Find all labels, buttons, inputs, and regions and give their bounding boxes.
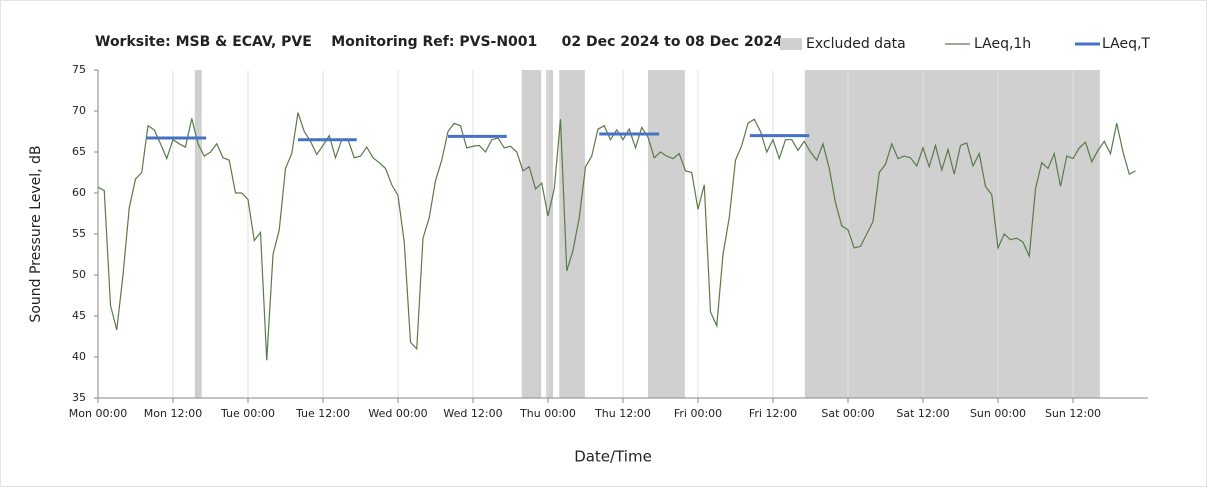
excluded-band xyxy=(804,70,1100,398)
legend-swatch xyxy=(780,38,802,50)
x-tick-label: Sun 12:00 xyxy=(1045,407,1101,420)
y-tick-label: 40 xyxy=(72,350,86,363)
y-tick-label: 50 xyxy=(72,268,86,281)
x-tick-label: Fri 00:00 xyxy=(674,407,722,420)
excluded-band xyxy=(546,70,553,398)
x-tick-label: Tue 00:00 xyxy=(220,407,275,420)
x-tick-label: Tue 12:00 xyxy=(295,407,350,420)
y-tick-label: 60 xyxy=(72,186,86,199)
x-tick-label: Wed 00:00 xyxy=(368,407,427,420)
y-tick-label: 65 xyxy=(72,145,86,158)
x-tick-label: Sat 00:00 xyxy=(821,407,874,420)
x-tick-label: Wed 12:00 xyxy=(443,407,502,420)
legend-label: LAeq,T xyxy=(1102,36,1150,52)
y-tick-label: 35 xyxy=(72,391,86,404)
y-tick-label: 45 xyxy=(72,309,86,322)
y-tick-label: 55 xyxy=(72,227,86,240)
excluded-band xyxy=(194,70,202,398)
chart-title: Worksite: MSB & ECAV, PVE Monitoring Ref… xyxy=(95,34,783,50)
x-tick-label: Thu 12:00 xyxy=(594,407,651,420)
excluded-band xyxy=(559,70,585,398)
x-tick-label: Mon 00:00 xyxy=(69,407,127,420)
x-tick-label: Thu 00:00 xyxy=(519,407,576,420)
x-tick-label: Mon 12:00 xyxy=(144,407,202,420)
x-axis-label: Date/Time xyxy=(574,448,652,466)
x-tick-label: Fri 12:00 xyxy=(749,407,797,420)
legend-label: Excluded data xyxy=(806,36,906,52)
legend-label: LAeq,1h xyxy=(974,36,1031,52)
y-tick-label: 70 xyxy=(72,104,86,117)
excluded-band xyxy=(521,70,542,398)
line-series xyxy=(97,112,1136,361)
excluded-band xyxy=(648,70,685,398)
y-tick-label: 75 xyxy=(72,63,86,76)
x-tick-label: Sat 12:00 xyxy=(896,407,949,420)
x-tick-label: Sun 00:00 xyxy=(970,407,1026,420)
y-axis-label: Sound Pressure Level, dB xyxy=(28,145,44,322)
